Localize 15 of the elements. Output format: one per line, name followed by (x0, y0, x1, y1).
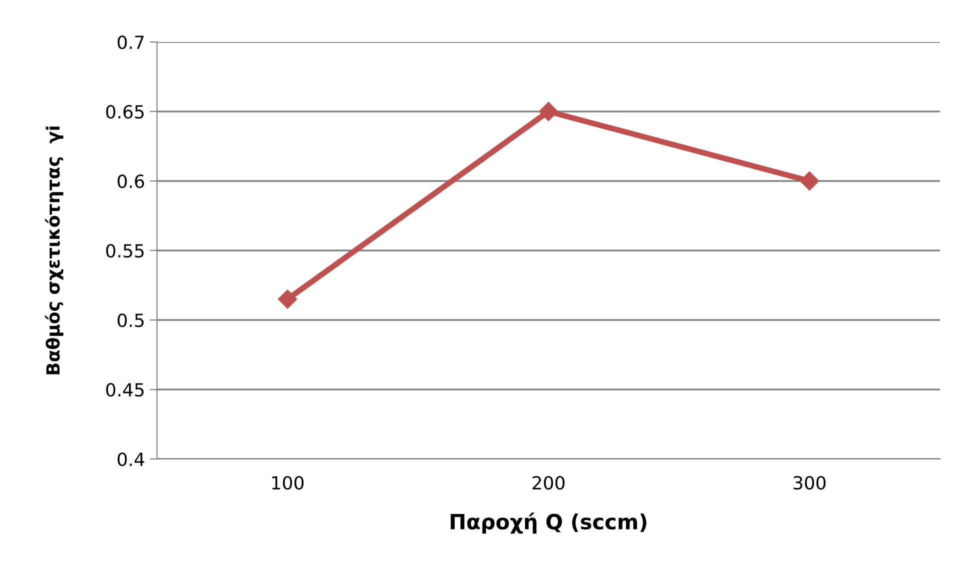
y-tick-label: 0.55 (106, 244, 144, 258)
point (278, 290, 298, 309)
x-tick-label: 200 (532, 476, 565, 490)
point (538, 102, 558, 122)
y-tick-label: 0.5 (118, 313, 144, 328)
y-tick-label: 0.6 (118, 174, 144, 188)
x-tick-label: 300 (794, 476, 826, 490)
x-axis-title: Παροχή Q (sccm) (450, 512, 646, 534)
point (800, 171, 820, 191)
y-axis-title: Βαθμός σχετικότητας γi (45, 126, 64, 374)
y-tick-label: 0.65 (106, 104, 144, 119)
y-tick-label: 0.4 (118, 452, 144, 466)
y-tick-label: 0.45 (106, 382, 144, 397)
x-tick-label: 100 (272, 476, 304, 490)
y-tick-label: 0.7 (118, 35, 144, 50)
